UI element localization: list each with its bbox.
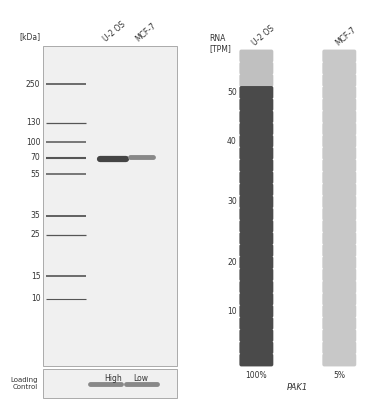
FancyBboxPatch shape <box>322 256 356 269</box>
FancyBboxPatch shape <box>239 147 273 160</box>
FancyBboxPatch shape <box>239 305 273 318</box>
Text: Loading
Control: Loading Control <box>10 377 38 390</box>
FancyBboxPatch shape <box>322 268 356 281</box>
Text: [kDa]: [kDa] <box>19 32 40 41</box>
FancyBboxPatch shape <box>239 159 273 172</box>
FancyBboxPatch shape <box>239 317 273 330</box>
Text: Low: Low <box>133 374 149 383</box>
Text: 5%: 5% <box>333 372 345 380</box>
FancyBboxPatch shape <box>322 183 356 196</box>
FancyBboxPatch shape <box>322 74 356 87</box>
FancyBboxPatch shape <box>322 293 356 306</box>
FancyBboxPatch shape <box>239 183 273 196</box>
Text: 30: 30 <box>227 198 237 206</box>
Text: 70: 70 <box>31 154 40 162</box>
FancyBboxPatch shape <box>322 354 356 366</box>
FancyBboxPatch shape <box>239 98 273 111</box>
Text: 15: 15 <box>31 272 40 281</box>
Text: 130: 130 <box>26 118 40 127</box>
FancyBboxPatch shape <box>322 329 356 342</box>
FancyBboxPatch shape <box>239 196 273 208</box>
FancyBboxPatch shape <box>322 122 356 136</box>
FancyBboxPatch shape <box>43 369 177 398</box>
FancyBboxPatch shape <box>322 305 356 318</box>
FancyBboxPatch shape <box>322 220 356 233</box>
Text: MCF-7: MCF-7 <box>334 26 358 48</box>
FancyBboxPatch shape <box>322 110 356 123</box>
Text: 50: 50 <box>227 88 237 97</box>
Text: 10: 10 <box>31 294 40 303</box>
FancyBboxPatch shape <box>239 329 273 342</box>
FancyBboxPatch shape <box>239 354 273 366</box>
Text: RNA
[TPM]: RNA [TPM] <box>209 34 231 53</box>
FancyBboxPatch shape <box>322 317 356 330</box>
Text: 55: 55 <box>31 170 40 178</box>
Text: U-2 OS: U-2 OS <box>102 20 127 44</box>
Text: PAK1: PAK1 <box>287 384 308 392</box>
FancyBboxPatch shape <box>239 220 273 233</box>
Text: U-2 OS: U-2 OS <box>251 24 276 48</box>
FancyBboxPatch shape <box>43 46 177 366</box>
FancyBboxPatch shape <box>239 208 273 220</box>
Text: MCF-7: MCF-7 <box>134 22 158 44</box>
Text: 10: 10 <box>227 307 237 316</box>
Text: 100: 100 <box>26 138 40 146</box>
FancyBboxPatch shape <box>239 62 273 75</box>
FancyBboxPatch shape <box>322 50 356 62</box>
FancyBboxPatch shape <box>322 341 356 354</box>
FancyBboxPatch shape <box>322 159 356 172</box>
FancyBboxPatch shape <box>322 86 356 99</box>
FancyBboxPatch shape <box>239 232 273 245</box>
FancyBboxPatch shape <box>322 196 356 208</box>
Text: 20: 20 <box>227 258 237 267</box>
FancyBboxPatch shape <box>239 171 273 184</box>
FancyBboxPatch shape <box>322 171 356 184</box>
FancyBboxPatch shape <box>239 244 273 257</box>
Text: 100%: 100% <box>245 372 267 380</box>
FancyBboxPatch shape <box>322 280 356 294</box>
FancyBboxPatch shape <box>322 135 356 148</box>
FancyBboxPatch shape <box>239 135 273 148</box>
FancyBboxPatch shape <box>239 280 273 294</box>
FancyBboxPatch shape <box>239 256 273 269</box>
FancyBboxPatch shape <box>322 244 356 257</box>
Text: 25: 25 <box>31 230 40 239</box>
Text: 40: 40 <box>227 137 237 146</box>
FancyBboxPatch shape <box>322 208 356 220</box>
FancyBboxPatch shape <box>239 86 273 99</box>
FancyBboxPatch shape <box>239 293 273 306</box>
FancyBboxPatch shape <box>239 268 273 281</box>
Text: 35: 35 <box>31 211 40 220</box>
Text: High: High <box>104 374 122 383</box>
FancyBboxPatch shape <box>322 147 356 160</box>
FancyBboxPatch shape <box>322 232 356 245</box>
FancyBboxPatch shape <box>239 50 273 62</box>
FancyBboxPatch shape <box>239 74 273 87</box>
Text: 250: 250 <box>26 80 40 89</box>
FancyBboxPatch shape <box>239 110 273 123</box>
FancyBboxPatch shape <box>322 62 356 75</box>
FancyBboxPatch shape <box>239 341 273 354</box>
FancyBboxPatch shape <box>239 122 273 136</box>
FancyBboxPatch shape <box>322 98 356 111</box>
